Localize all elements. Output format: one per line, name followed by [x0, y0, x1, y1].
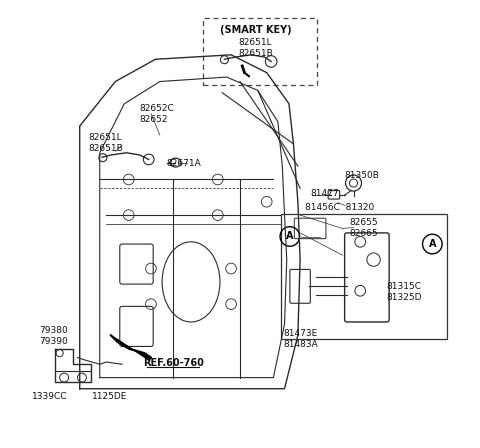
Text: REF.60-760: REF.60-760 — [143, 358, 204, 368]
Text: 82651L
82651B: 82651L 82651B — [89, 133, 123, 153]
Text: 81477: 81477 — [311, 189, 339, 198]
Text: A: A — [286, 232, 294, 241]
Text: 82655
82665: 82655 82665 — [349, 218, 378, 237]
Text: 1339CC: 1339CC — [32, 392, 67, 401]
Text: 1125DE: 1125DE — [92, 392, 128, 401]
Polygon shape — [111, 335, 151, 360]
Text: A: A — [429, 239, 436, 249]
Text: 81473E
81483A: 81473E 81483A — [284, 329, 318, 349]
Text: 82671A: 82671A — [167, 159, 201, 168]
Text: 81315C
81325D: 81315C 81325D — [386, 282, 421, 302]
Text: 82651L
82651B: 82651L 82651B — [238, 38, 273, 58]
Text: (SMART KEY): (SMART KEY) — [220, 26, 291, 35]
Text: 81456C  81320: 81456C 81320 — [304, 202, 374, 211]
Text: 81350B: 81350B — [345, 172, 380, 181]
Text: 82652C
82652: 82652C 82652 — [140, 103, 175, 124]
Text: 79380
79390: 79380 79390 — [39, 326, 68, 346]
